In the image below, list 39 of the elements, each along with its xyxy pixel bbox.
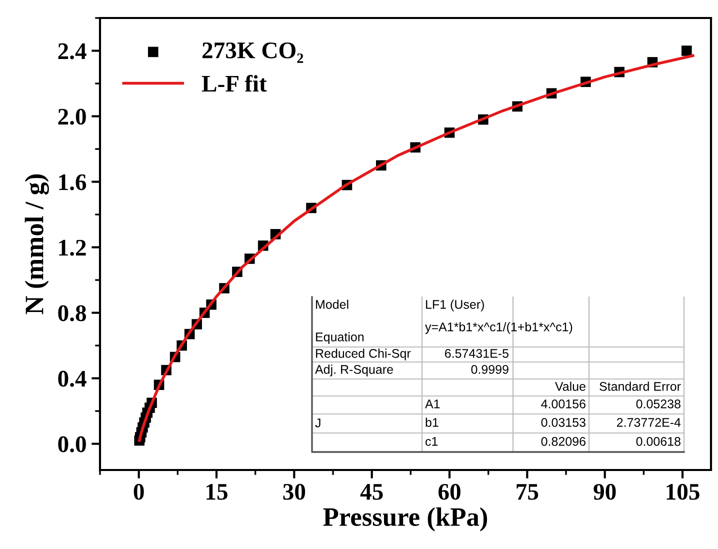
x-tick-label: 75: [516, 484, 538, 500]
x-tick-label: 15: [206, 484, 228, 500]
y-tick-label: 2.4: [58, 43, 86, 60]
x-tick-label: 45: [360, 484, 383, 500]
annotation: Adj. R-Square: [315, 364, 393, 376]
annotation: 0.82096: [541, 437, 586, 446]
annotation: Value: [555, 382, 586, 391]
x-tick-label: 105: [666, 484, 700, 500]
annotation: c1: [426, 437, 438, 446]
annotation: 6.57431E-5: [445, 349, 508, 358]
legend-label: 273K CO₂: [202, 42, 304, 63]
legend-label: L-F fit: [202, 74, 267, 92]
annotation: 0.05238: [636, 400, 680, 408]
annotation: 0.9999: [471, 365, 508, 374]
x-tick-label: 60: [438, 484, 460, 500]
y-tick-label: 2.0: [58, 108, 86, 125]
annotation: 4.00156: [541, 400, 586, 408]
y-tick-label: 1.6: [59, 174, 86, 190]
annotation: 2.73772E-4: [617, 418, 681, 427]
x-axis-title: Pressure (kPa): [323, 507, 488, 532]
y-tick-label: 1.2: [59, 240, 86, 256]
annotation: Standard Error: [600, 382, 681, 391]
annotation: Reduced Chi-Sqr: [316, 348, 411, 360]
y-tick-label: 0.8: [58, 305, 86, 322]
annotation: J: [315, 418, 320, 428]
annotation: LF1 (User): [426, 300, 484, 312]
x-tick-label: 0: [134, 484, 144, 500]
annotation: Model: [316, 300, 348, 309]
y-tick-label: 0.0: [58, 436, 86, 452]
y-tick-label: 0.4: [58, 370, 86, 387]
x-tick-label: 90: [594, 484, 616, 500]
annotation: 0.00618: [636, 437, 680, 446]
annotation: Equation: [316, 332, 364, 344]
y-axis-title: N (mmol / g): [24, 174, 49, 314]
annotation: b1: [426, 418, 438, 427]
x-tick-label: 30: [283, 484, 306, 500]
annotation: 0.03153: [541, 418, 586, 427]
annotation: y=A1*b1*x^c1/(1+b1*x^c1): [425, 322, 572, 334]
annotation: A1: [425, 400, 440, 408]
